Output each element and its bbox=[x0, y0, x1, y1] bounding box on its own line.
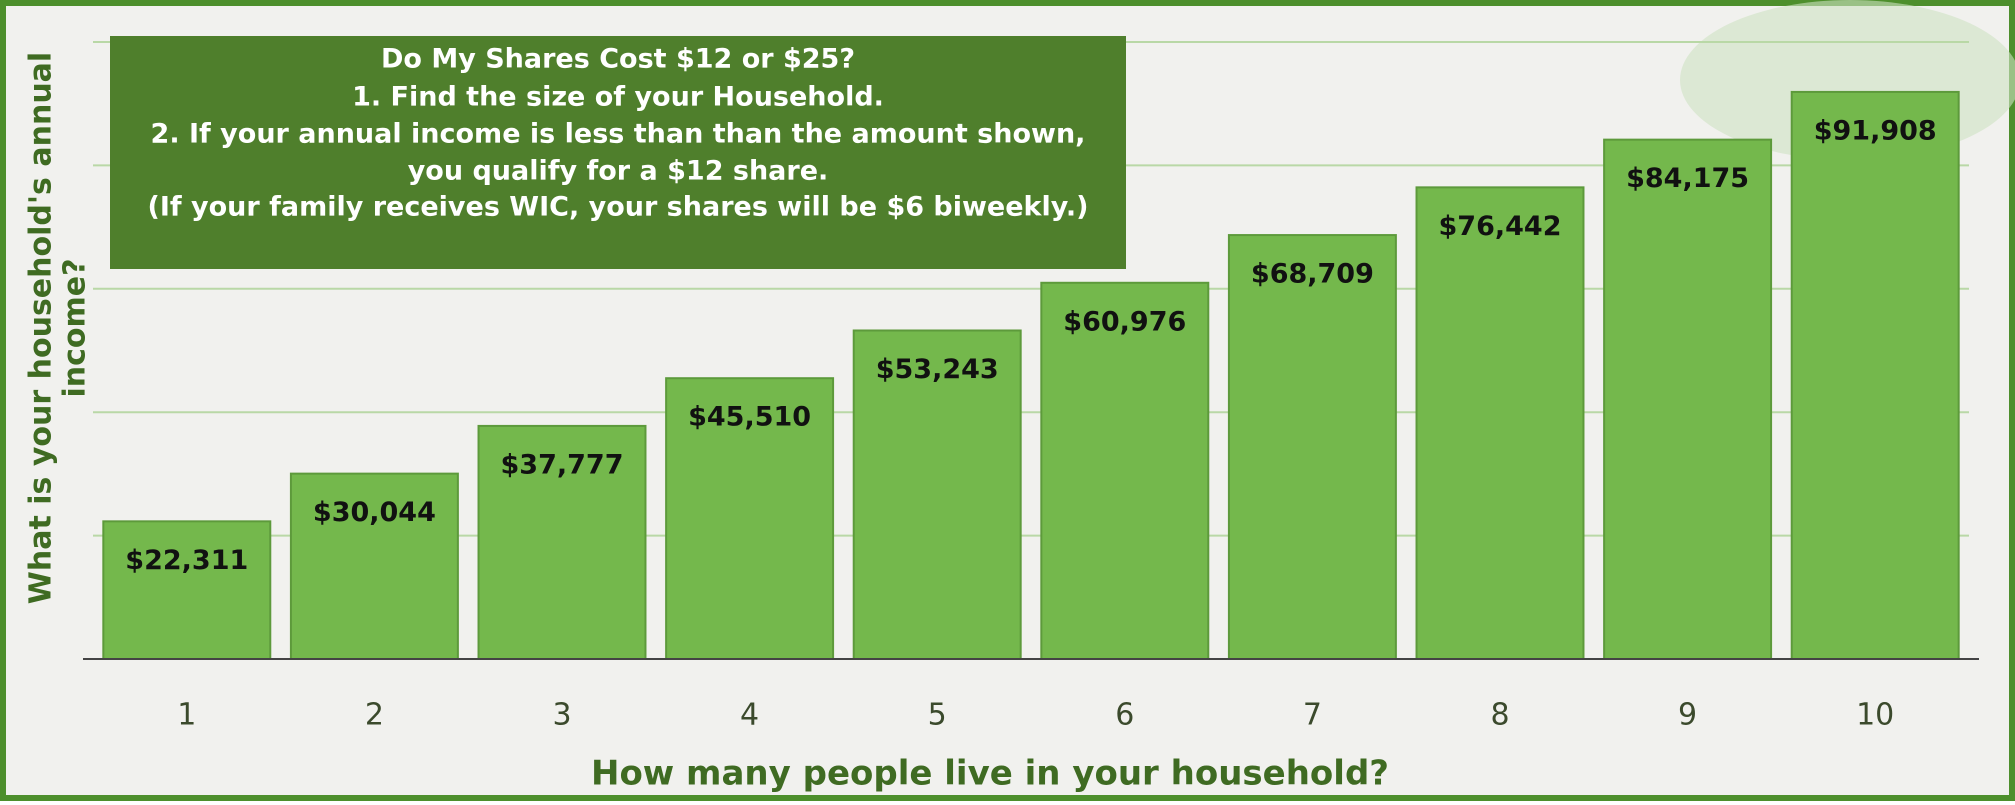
title-line: you qualify for a $12 share. bbox=[408, 156, 829, 187]
bar bbox=[1604, 140, 1771, 659]
bar bbox=[103, 521, 270, 659]
x-tick-label: 6 bbox=[1115, 698, 1134, 733]
value-label: $53,243 bbox=[876, 354, 999, 385]
title-line: 2. If your annual income is less than th… bbox=[151, 119, 1086, 150]
value-label: $45,510 bbox=[688, 402, 811, 433]
x-tick-label: 8 bbox=[1490, 698, 1509, 733]
x-tick-label: 1 bbox=[177, 698, 196, 733]
value-label: $84,175 bbox=[1626, 163, 1749, 194]
value-label: $76,442 bbox=[1439, 211, 1562, 242]
value-label: $68,709 bbox=[1251, 259, 1374, 290]
x-tick-label: 4 bbox=[740, 698, 759, 733]
x-tick-label: 3 bbox=[552, 698, 571, 733]
y-axis-title: What is your household's annual bbox=[24, 52, 59, 604]
x-tick-label: 5 bbox=[928, 698, 947, 733]
value-label: $30,044 bbox=[313, 497, 436, 528]
x-tick-label: 10 bbox=[1856, 698, 1894, 733]
value-label: $37,777 bbox=[501, 449, 624, 480]
y-axis-title: income? bbox=[58, 258, 93, 397]
bar bbox=[1417, 187, 1584, 659]
x-tick-label: 2 bbox=[365, 698, 384, 733]
title-line: Do My Shares Cost $12 or $25? bbox=[381, 44, 855, 75]
chart: How many people live in your household? … bbox=[0, 0, 2015, 801]
title-line: 1. Find the size of your Household. bbox=[352, 82, 884, 113]
bar bbox=[1792, 92, 1959, 659]
bar bbox=[1229, 235, 1396, 659]
value-label: $22,311 bbox=[125, 545, 248, 576]
value-label: $91,908 bbox=[1814, 115, 1937, 146]
x-tick-label: 7 bbox=[1303, 698, 1322, 733]
x-tick-label: 9 bbox=[1678, 698, 1697, 733]
value-label: $60,976 bbox=[1063, 306, 1186, 337]
title-line: (If your family receives WIC, your share… bbox=[147, 192, 1088, 223]
x-axis-title: How many people live in your household? bbox=[591, 754, 1389, 794]
bar bbox=[1041, 283, 1208, 659]
